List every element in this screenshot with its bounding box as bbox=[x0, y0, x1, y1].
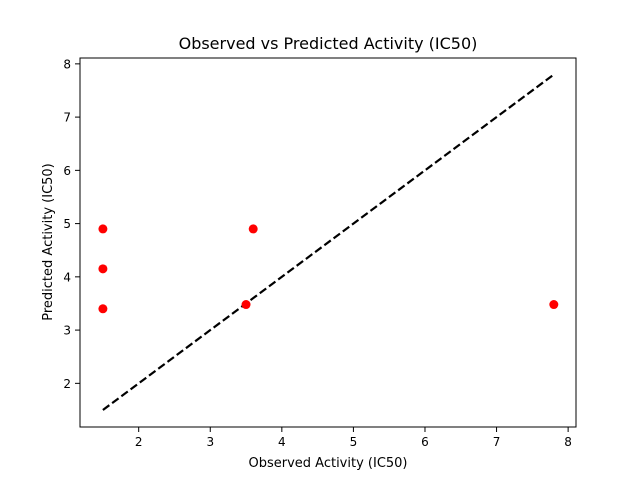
data-point bbox=[549, 300, 559, 310]
data-point bbox=[98, 304, 108, 314]
x-axis-label: Observed Activity (IC50) bbox=[248, 456, 407, 471]
x-tick-label: 2 bbox=[135, 435, 143, 449]
plot-frame bbox=[79, 57, 577, 428]
y-tick-label: 7 bbox=[63, 111, 71, 125]
data-point bbox=[98, 224, 108, 234]
chart-title: Observed vs Predicted Activity (IC50) bbox=[179, 34, 478, 53]
y-tick-label: 8 bbox=[63, 57, 71, 71]
reference-line bbox=[102, 73, 555, 411]
data-point bbox=[248, 224, 258, 234]
x-tick-label: 5 bbox=[350, 435, 358, 449]
y-tick-label: 2 bbox=[63, 377, 71, 391]
y-axis-label: Predicted Activity (IC50) bbox=[41, 163, 56, 321]
y-tick-label: 5 bbox=[63, 217, 71, 231]
y-tick-label: 3 bbox=[63, 324, 71, 338]
y-tick-label: 6 bbox=[63, 164, 71, 178]
data-point bbox=[98, 264, 108, 274]
plot-area: 2 3 4 5 6 7 8 2 3 4 5 6 7 8 bbox=[63, 57, 577, 449]
x-tick-label: 8 bbox=[564, 435, 572, 449]
x-tick-label: 7 bbox=[493, 435, 501, 449]
y-tick-label: 4 bbox=[63, 270, 71, 284]
x-tick-label: 6 bbox=[421, 435, 429, 449]
x-tick-label: 4 bbox=[278, 435, 286, 449]
data-point bbox=[241, 300, 251, 310]
x-tick-label: 3 bbox=[206, 435, 214, 449]
